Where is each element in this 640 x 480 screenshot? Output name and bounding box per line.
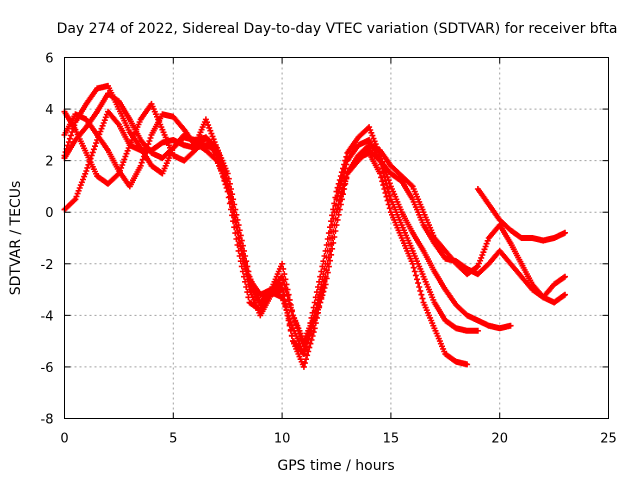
x-tick-labels: 0 5 10 15 20 25 — [60, 432, 616, 447]
y-tick-label: -8 — [41, 413, 54, 428]
y-tick-label: 4 — [45, 103, 53, 118]
x-tick-label: 0 — [60, 432, 68, 447]
y-tick-label: -6 — [41, 361, 54, 376]
x-axis-label: GPS time / hours — [277, 458, 394, 474]
y-tick-label: 2 — [45, 155, 53, 170]
y-tick-label: 0 — [45, 206, 53, 221]
x-tick-label: 10 — [274, 432, 291, 447]
x-tick-label: 15 — [383, 432, 400, 447]
series-markers — [61, 82, 481, 357]
series-track-2 — [61, 82, 481, 357]
y-axis-label: SDTVAR / TECUs — [8, 181, 24, 296]
x-tick-label: 5 — [169, 432, 177, 447]
y-tick-label: -4 — [41, 309, 54, 324]
y-tick-label: -2 — [41, 258, 54, 273]
x-tick-label: 25 — [600, 432, 617, 447]
chart-title: Day 274 of 2022, Sidereal Day-to-day VTE… — [57, 21, 618, 37]
plot-frame — [64, 57, 609, 419]
data-series — [61, 82, 568, 370]
series-track-6 — [474, 186, 568, 244]
series-markers — [474, 186, 568, 244]
y-tick-labels: -8 -6 -4 -2 0 2 4 6 — [41, 52, 54, 428]
x-tick-label: 20 — [491, 432, 508, 447]
y-tick-label: 6 — [45, 52, 53, 67]
axis-ticks — [64, 57, 609, 419]
